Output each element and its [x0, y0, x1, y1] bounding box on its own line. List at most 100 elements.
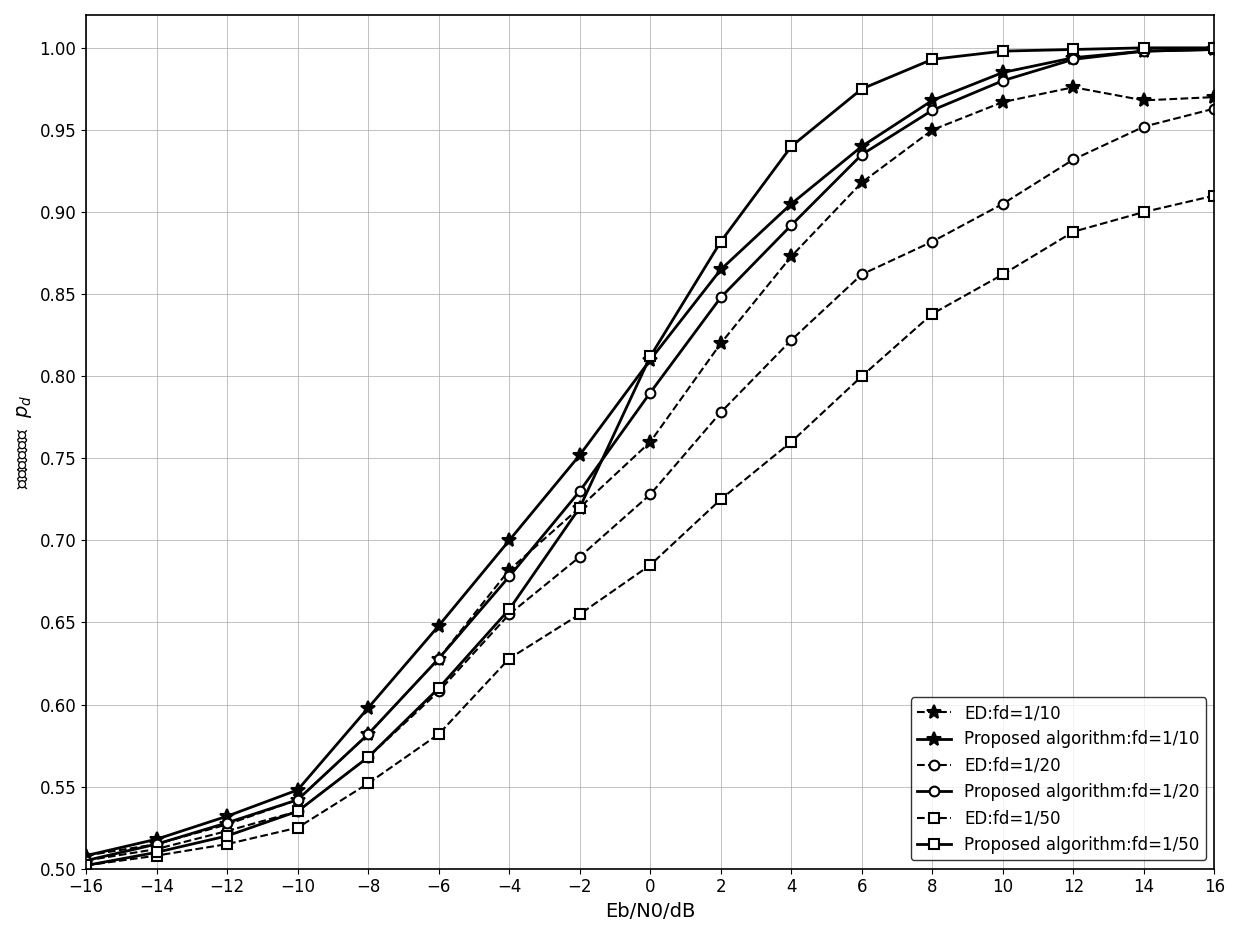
- Proposed algorithm:fd=1/10: [290, 784, 305, 796]
- Proposed algorithm:fd=1/20: [1066, 53, 1081, 65]
- Proposed algorithm:fd=1/50: [713, 236, 728, 247]
- Proposed algorithm:fd=1/10: [573, 449, 588, 461]
- ED:fd=1/10: [290, 794, 305, 805]
- Proposed algorithm:fd=1/10: [1137, 46, 1152, 57]
- Proposed algorithm:fd=1/10: [502, 534, 517, 546]
- Proposed algorithm:fd=1/10: [78, 850, 93, 861]
- Proposed algorithm:fd=1/20: [219, 817, 234, 828]
- ED:fd=1/10: [713, 338, 728, 349]
- Proposed algorithm:fd=1/10: [854, 140, 869, 152]
- ED:fd=1/50: [642, 560, 657, 571]
- ED:fd=1/20: [784, 334, 799, 345]
- ED:fd=1/10: [219, 819, 234, 830]
- Proposed algorithm:fd=1/20: [784, 220, 799, 231]
- ED:fd=1/50: [573, 608, 588, 620]
- ED:fd=1/10: [502, 564, 517, 576]
- ED:fd=1/20: [78, 855, 93, 866]
- ED:fd=1/50: [432, 728, 446, 739]
- Proposed algorithm:fd=1/20: [290, 794, 305, 805]
- ED:fd=1/10: [1137, 95, 1152, 106]
- ED:fd=1/10: [432, 653, 446, 665]
- ED:fd=1/50: [854, 371, 869, 382]
- Proposed algorithm:fd=1/20: [713, 292, 728, 303]
- ED:fd=1/50: [290, 822, 305, 833]
- Proposed algorithm:fd=1/20: [78, 855, 93, 866]
- ED:fd=1/50: [1207, 190, 1221, 201]
- ED:fd=1/20: [642, 489, 657, 500]
- Proposed algorithm:fd=1/50: [996, 46, 1011, 57]
- Proposed algorithm:fd=1/10: [1207, 44, 1221, 55]
- Proposed algorithm:fd=1/10: [642, 354, 657, 365]
- ED:fd=1/50: [1137, 207, 1152, 218]
- Proposed algorithm:fd=1/10: [925, 95, 940, 106]
- X-axis label: Eb/N0/dB: Eb/N0/dB: [605, 902, 696, 921]
- ED:fd=1/20: [361, 752, 376, 763]
- ED:fd=1/20: [149, 843, 164, 855]
- Proposed algorithm:fd=1/20: [502, 571, 517, 582]
- Proposed algorithm:fd=1/50: [432, 682, 446, 694]
- ED:fd=1/20: [219, 826, 234, 837]
- Proposed algorithm:fd=1/50: [361, 752, 376, 763]
- Proposed algorithm:fd=1/20: [642, 387, 657, 398]
- Proposed algorithm:fd=1/20: [149, 839, 164, 850]
- ED:fd=1/10: [361, 728, 376, 739]
- Proposed algorithm:fd=1/20: [432, 653, 446, 665]
- ED:fd=1/10: [573, 502, 588, 513]
- ED:fd=1/10: [925, 124, 940, 136]
- Legend: ED:fd=1/10, Proposed algorithm:fd=1/10, ED:fd=1/20, Proposed algorithm:fd=1/20, : ED:fd=1/10, Proposed algorithm:fd=1/10, …: [910, 697, 1207, 860]
- Proposed algorithm:fd=1/50: [502, 604, 517, 615]
- ED:fd=1/20: [290, 806, 305, 817]
- ED:fd=1/10: [78, 850, 93, 861]
- ED:fd=1/10: [149, 839, 164, 850]
- ED:fd=1/20: [1207, 103, 1221, 114]
- Proposed algorithm:fd=1/10: [713, 264, 728, 275]
- ED:fd=1/50: [1066, 227, 1081, 238]
- ED:fd=1/10: [996, 96, 1011, 108]
- Proposed algorithm:fd=1/50: [290, 806, 305, 817]
- Proposed algorithm:fd=1/50: [642, 351, 657, 362]
- ED:fd=1/10: [784, 251, 799, 262]
- Proposed algorithm:fd=1/50: [1066, 44, 1081, 55]
- ED:fd=1/50: [925, 308, 940, 319]
- Proposed algorithm:fd=1/20: [925, 105, 940, 116]
- Proposed algorithm:fd=1/20: [854, 149, 869, 160]
- Proposed algorithm:fd=1/20: [996, 75, 1011, 86]
- Proposed algorithm:fd=1/10: [996, 66, 1011, 78]
- Proposed algorithm:fd=1/50: [149, 847, 164, 858]
- Proposed algorithm:fd=1/10: [149, 834, 164, 845]
- ED:fd=1/50: [784, 436, 799, 447]
- ED:fd=1/20: [1066, 154, 1081, 165]
- Proposed algorithm:fd=1/20: [1137, 46, 1152, 57]
- ED:fd=1/10: [1207, 92, 1221, 103]
- ED:fd=1/20: [713, 407, 728, 418]
- ED:fd=1/50: [219, 839, 234, 850]
- ED:fd=1/50: [713, 493, 728, 505]
- Proposed algorithm:fd=1/50: [784, 140, 799, 152]
- Line: Proposed algorithm:fd=1/50: Proposed algorithm:fd=1/50: [82, 43, 1219, 870]
- ED:fd=1/20: [432, 686, 446, 697]
- Line: Proposed algorithm:fd=1/10: Proposed algorithm:fd=1/10: [79, 42, 1221, 863]
- ED:fd=1/10: [1066, 81, 1081, 93]
- Proposed algorithm:fd=1/50: [925, 53, 940, 65]
- Line: Proposed algorithm:fd=1/20: Proposed algorithm:fd=1/20: [82, 45, 1219, 866]
- ED:fd=1/20: [925, 236, 940, 247]
- Proposed algorithm:fd=1/50: [219, 830, 234, 841]
- Proposed algorithm:fd=1/10: [784, 198, 799, 210]
- Proposed algorithm:fd=1/10: [219, 811, 234, 822]
- ED:fd=1/10: [642, 436, 657, 447]
- ED:fd=1/20: [854, 269, 869, 280]
- Y-axis label: 正确检测概率  $p_d$: 正确检测概率 $p_d$: [15, 395, 33, 490]
- ED:fd=1/20: [573, 551, 588, 563]
- ED:fd=1/50: [502, 653, 517, 665]
- Proposed algorithm:fd=1/50: [1137, 42, 1152, 53]
- Proposed algorithm:fd=1/20: [573, 486, 588, 497]
- ED:fd=1/20: [1137, 121, 1152, 132]
- Proposed algorithm:fd=1/50: [573, 502, 588, 513]
- ED:fd=1/20: [996, 198, 1011, 210]
- Proposed algorithm:fd=1/50: [78, 860, 93, 871]
- Line: ED:fd=1/20: ED:fd=1/20: [82, 104, 1219, 866]
- ED:fd=1/50: [361, 778, 376, 789]
- Proposed algorithm:fd=1/10: [432, 621, 446, 632]
- ED:fd=1/10: [854, 177, 869, 188]
- Line: ED:fd=1/10: ED:fd=1/10: [79, 80, 1221, 863]
